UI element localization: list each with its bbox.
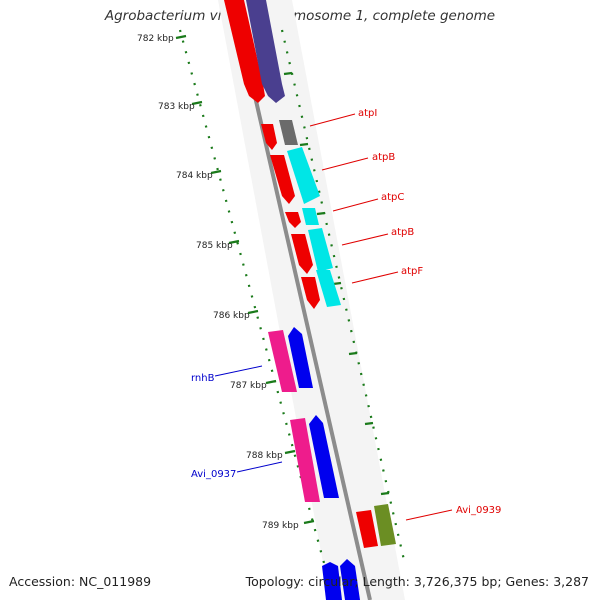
gene-feature-cyan-atpB	[287, 147, 320, 204]
tick-mark	[175, 34, 187, 40]
leader-line	[341, 233, 389, 246]
features	[224, 0, 396, 600]
tick-mark	[210, 169, 222, 175]
gene-feature-red-atpB2	[291, 234, 313, 274]
genome-summary-text: Topology: circular; Length: 3,726,375 bp…	[245, 574, 589, 589]
tick-mark	[265, 379, 277, 385]
gene-label: rnhB	[191, 373, 215, 384]
gene-feature-red-atpF	[301, 277, 320, 309]
gene-label: Avi_0939	[456, 505, 501, 516]
tick-mark	[348, 351, 358, 356]
gene-feature-navy	[246, 0, 285, 103]
tick-label: 784 kbp	[176, 171, 213, 181]
gene-feature-cyan-atpC	[302, 208, 319, 225]
tick-label: 786 kbp	[213, 311, 250, 321]
map-title: Agrobacterium vitis S4 chromosome 1, com…	[104, 8, 496, 24]
tick-label: 783 kbp	[158, 102, 195, 112]
tick-label: 788 kbp	[246, 451, 283, 461]
leader-line	[321, 157, 369, 171]
leader-line	[236, 461, 283, 473]
gene-label: atpI	[358, 108, 377, 119]
gene-feature-red-atpI	[261, 124, 277, 150]
gene-label: atpB	[372, 152, 395, 163]
gene-label: Avi_0937	[191, 469, 236, 480]
gene-feature-blue-bottom	[340, 559, 360, 600]
gene-feature-blue-bottom	[322, 562, 342, 600]
gene-feature-red-Avi_0939	[356, 510, 378, 548]
tick-mark	[283, 71, 293, 76]
gene-feature-red-atpC	[285, 212, 301, 228]
tick-mark	[316, 211, 326, 216]
gene-feature-pink-Avi_0937	[290, 418, 320, 502]
gene-feature-cyan-atpF	[316, 270, 341, 307]
gene-feature-red	[224, 0, 265, 103]
tick-label: 785 kbp	[196, 241, 233, 251]
leader-line	[309, 113, 356, 127]
tick-mark	[364, 421, 374, 426]
leader-line	[405, 509, 453, 521]
gene-feature-blue-rnhB	[288, 327, 313, 388]
leader-line	[332, 198, 379, 212]
tick-label: 782 kbp	[137, 34, 174, 44]
tick-mark	[228, 239, 240, 245]
leader-line	[351, 271, 399, 284]
tick-mark	[191, 100, 203, 106]
tick-label: 789 kbp	[262, 521, 299, 531]
leader-lines	[214, 113, 453, 521]
tick-mark	[284, 449, 296, 455]
gene-feature-cyan-atpB2	[308, 228, 333, 272]
tick-mark	[380, 491, 390, 496]
gene-label: atpF	[401, 266, 423, 277]
gene-feature-red-atpB	[270, 155, 295, 204]
gene-feature-olive-Avi_0939	[374, 504, 396, 546]
gene-label: atpB	[391, 227, 414, 238]
gene-feature-blue-Avi_0937	[309, 415, 339, 498]
leader-line	[214, 365, 263, 377]
tick-label: 787 kbp	[230, 381, 267, 391]
tick-mark	[247, 309, 259, 315]
gene-feature-gray-atpI	[279, 120, 298, 145]
left-ruler	[175, 29, 336, 600]
tick-mark	[303, 519, 315, 525]
tick-mark	[299, 142, 309, 147]
gene-feature-pink-rnhB	[268, 330, 297, 392]
accession-text: Accession: NC_011989	[9, 574, 152, 589]
gene-label: atpC	[381, 192, 404, 203]
